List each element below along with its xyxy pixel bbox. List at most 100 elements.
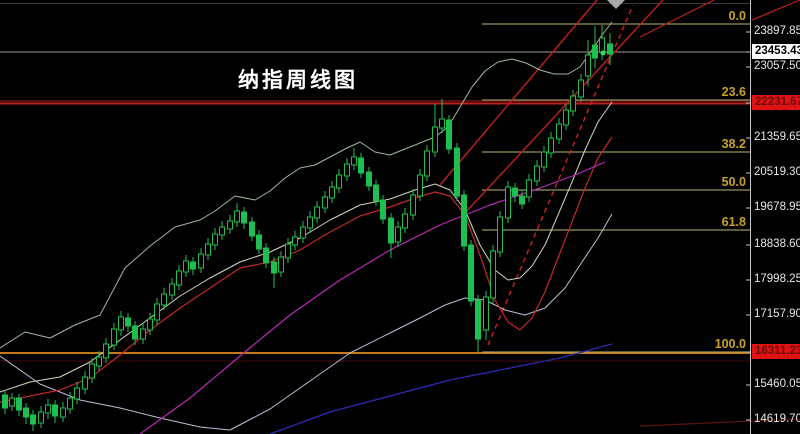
candle-body-up <box>103 343 109 359</box>
last-price-dot <box>600 50 606 56</box>
candle-body-up <box>534 165 540 182</box>
candle-body-down <box>607 43 613 55</box>
magenta-moving-average <box>139 161 606 434</box>
candle-body-down <box>592 44 598 59</box>
candle-body-down <box>249 221 255 237</box>
candle-body-up <box>490 250 496 299</box>
axis-price-label: 18838.60 <box>754 238 800 250</box>
candle-body-down <box>263 247 269 264</box>
candle-body-down <box>125 317 131 327</box>
candle-body-up <box>402 213 408 229</box>
candle-body-down <box>380 199 386 220</box>
candle-body-down <box>358 157 364 174</box>
candle-body-down <box>461 194 467 247</box>
candle-body-down <box>190 261 196 270</box>
candle-body-up <box>205 243 211 256</box>
candle-body-up <box>548 137 554 154</box>
candle-body-up <box>169 283 175 296</box>
chart-title: 纳指周线图 <box>238 69 358 92</box>
candle-body-up <box>314 206 320 219</box>
candle-body-up <box>147 318 153 331</box>
candle-body-up <box>285 243 291 259</box>
alert-price-label: 22231.67 <box>752 95 800 110</box>
axis-price-label: 17157.90 <box>754 308 800 320</box>
candle-body-up <box>585 54 591 77</box>
candle-body-up <box>351 156 357 166</box>
candle-body-up <box>219 226 225 236</box>
candle-body-up <box>278 256 284 273</box>
alert-price-label: 16311.23 <box>752 344 800 359</box>
candle-body-up <box>307 216 313 229</box>
candle-body-up <box>432 126 438 153</box>
candle-body-down <box>454 147 460 197</box>
blue-moving-average <box>269 343 613 434</box>
candle-body-up <box>541 151 547 168</box>
axis-price-label: 14619.70 <box>754 413 800 425</box>
candle-body-down <box>23 407 29 418</box>
candle-body-up <box>74 387 80 400</box>
axis-price-label: 20519.30 <box>754 166 800 178</box>
candle-body-up <box>60 407 66 418</box>
candle-body-up <box>96 356 102 367</box>
fib-label-38.2: 38.2 <box>721 137 746 151</box>
bollinger-lower-band <box>0 213 613 431</box>
candle-body-up <box>9 397 15 407</box>
fib-label-61.8: 61.8 <box>721 215 746 229</box>
bollinger-middle-band <box>0 101 613 393</box>
candle-body-up <box>67 397 73 410</box>
candle-body-up <box>483 296 489 331</box>
candle-body-up <box>234 210 240 223</box>
candle-body-up <box>161 293 167 306</box>
candle-body-up <box>322 196 328 209</box>
upper-fan-line <box>639 0 715 38</box>
corner-fan-line <box>751 0 800 21</box>
candle-body-down <box>373 184 379 202</box>
channel-line-right <box>465 0 664 213</box>
fib-label-0.0: 0.0 <box>728 9 746 23</box>
bollinger-upper-band <box>0 21 613 349</box>
candle-body-up <box>556 123 562 140</box>
candle-body-up <box>497 216 503 253</box>
axis-price-label: 21359.65 <box>754 131 800 143</box>
candle-body-down <box>52 404 58 417</box>
channel-line-left <box>439 0 598 186</box>
top-marker-icon <box>607 0 625 9</box>
candle-body-down <box>256 234 262 250</box>
candle-body-down <box>446 119 452 150</box>
candle-body-up <box>505 186 511 219</box>
candle-body-up <box>227 220 233 230</box>
candle-body-up <box>599 37 605 53</box>
candle-body-up <box>212 233 218 246</box>
candle-body-down <box>30 414 36 425</box>
candle-body-up <box>329 186 335 199</box>
fib-label-50.0: 50.0 <box>721 175 746 189</box>
candle-body-up <box>82 376 88 390</box>
candle-body-up <box>578 79 584 98</box>
candle-body-up <box>292 236 298 246</box>
axis-price-label: 23897.85 <box>754 25 800 37</box>
bottom-right-ma-tail <box>639 418 800 427</box>
candle-body-up <box>526 179 532 198</box>
candle-body-down <box>241 211 247 224</box>
candle-body-up <box>344 163 350 177</box>
candle-body-down <box>388 217 394 244</box>
candle-body-up <box>424 150 430 177</box>
axis-price-label: 17998.25 <box>754 273 800 285</box>
candle-body-down <box>366 171 372 187</box>
candle-body-up <box>417 174 423 197</box>
candle-body-up <box>111 328 117 346</box>
candle-body-down <box>271 261 277 274</box>
candle-body-up <box>198 253 204 269</box>
current-price-label: 23453.43 <box>752 44 800 59</box>
candle-body-up <box>300 226 306 239</box>
candle-body-down <box>16 397 22 411</box>
candle-body-down <box>475 299 481 340</box>
candle-body-down <box>132 325 138 340</box>
candle-body-down <box>2 394 8 409</box>
candle-body-up <box>395 226 401 243</box>
candle-body-up <box>45 404 51 414</box>
candle-body-up <box>140 328 146 340</box>
candle-body-up <box>154 303 160 321</box>
